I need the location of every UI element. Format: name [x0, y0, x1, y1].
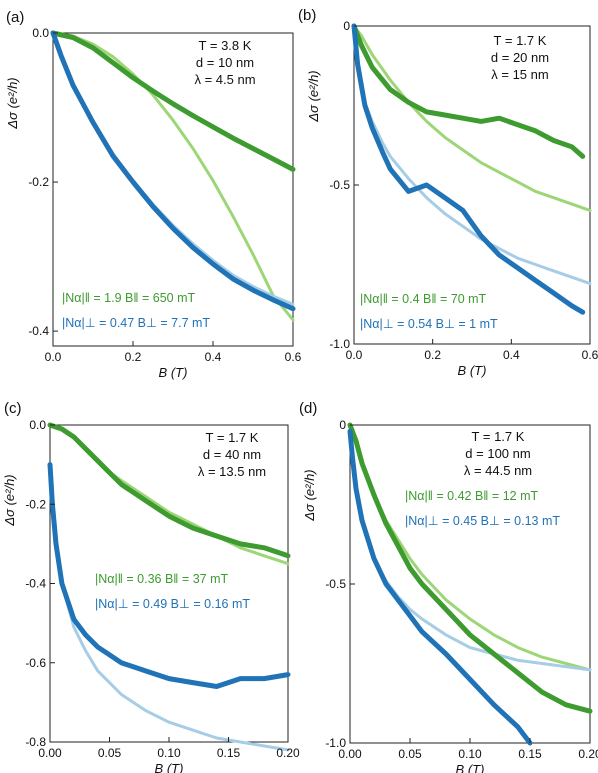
data-series-2 — [351, 23, 586, 315]
panel-label: (c) — [4, 400, 22, 417]
data-series-2 — [347, 428, 533, 746]
y-tick-label: -0.5 — [329, 178, 350, 192]
x-tick-label: 0.6 — [582, 348, 598, 362]
data-series-0 — [347, 422, 593, 714]
plot-frame — [52, 32, 294, 347]
legend-entry: |Nα|⊥ = 0.45 B⊥ = 0.13 mT — [405, 514, 560, 528]
annotation-text: λ = 44.5 nm — [464, 463, 532, 478]
x-axis-label: B (T) — [155, 761, 184, 773]
y-axis-label: Δσ (e²/h) — [5, 77, 20, 129]
x-tick-label: 0.0 — [346, 348, 363, 362]
panel-a: 0.0 0.2 0.4 0.6 0.0 -0.2 -0.4 B (T) Δσ (e²/h) (a)… — [5, 9, 302, 380]
legend-entry: |Nα|‖ = 0.42 B‖ = 12 mT — [405, 489, 538, 503]
legend-entry: |Nα|⊥ = 0.54 B⊥ = 1 mT — [360, 317, 498, 331]
fit-curve-1 — [352, 24, 592, 212]
annotation-text: λ = 15 nm — [491, 67, 548, 82]
y-tick-label: -0.8 — [25, 735, 46, 749]
y-tick-label: -0.2 — [25, 497, 46, 511]
y-tick-label: -1.0 — [329, 337, 350, 351]
y-axis-label: Δσ (e²/h) — [2, 474, 17, 526]
data-series-2 — [50, 30, 296, 312]
y-tick-label: -0.2 — [28, 175, 49, 189]
annotation-text: d = 10 nm — [196, 55, 254, 70]
panel-b: 0.0 0.2 0.4 0.6 0 -0.5 -1.0 B (T) Δσ (e²/h) (b) T … — [298, 7, 598, 378]
x-tick-label: 0.0 — [45, 350, 62, 364]
panel-c: 0.00 0.05 0.10 0.15 0.20 0.0 -0.2 -0.4 -0.6 -0.8 B… — [2, 400, 300, 773]
legend-entry: |Nα|‖ = 1.9 B‖ = 650 mT — [62, 291, 195, 305]
x-tick-label: 0.20 — [578, 747, 598, 761]
annotation-text: T = 3.8 K — [199, 38, 252, 53]
fit-curve-1 — [51, 31, 295, 322]
y-axis-label: Δσ (e²/h) — [306, 70, 321, 122]
data-series-0 — [47, 422, 291, 559]
x-tick-label: 0.05 — [398, 747, 422, 761]
annotation-text: d = 20 nm — [491, 50, 549, 65]
x-tick-label: 0.20 — [276, 746, 300, 760]
panel-label: (a) — [6, 9, 24, 26]
annotation-text: d = 100 nm — [465, 446, 530, 461]
panel-d: 0.00 0.05 0.10 0.15 0.20 0 -0.5 -1.0 B (T) Δσ (e²… — [299, 400, 598, 773]
x-tick-label: 0.2 — [424, 348, 441, 362]
x-tick-label: 0.6 — [285, 350, 302, 364]
y-tick-label: -0.4 — [25, 577, 46, 591]
panel-label: (b) — [298, 7, 316, 24]
x-tick-label: 0.05 — [98, 746, 122, 760]
data-series-2 — [47, 462, 291, 689]
y-tick-label: -0.6 — [25, 656, 46, 670]
data-series-0 — [50, 30, 296, 172]
x-axis-label: B (T) — [159, 365, 188, 380]
legend-entry: |Nα|⊥ = 0.47 B⊥ = 7.7 mT — [62, 316, 210, 330]
annotation-text: T = 1.7 K — [494, 33, 547, 48]
y-axis-label: Δσ (e²/h) — [302, 469, 317, 521]
annotation-text: T = 1.7 K — [206, 430, 259, 445]
x-tick-label: 0.2 — [125, 350, 142, 364]
legend-entry: |Nα|⊥ = 0.49 B⊥ = 0.16 mT — [95, 597, 250, 611]
data-series-0 — [351, 23, 586, 159]
x-tick-label: 0.15 — [217, 746, 241, 760]
annotation-text: λ = 4.5 nm — [194, 72, 255, 87]
x-axis-label: B (T) — [458, 363, 487, 378]
x-axis-label: B (T) — [456, 762, 485, 773]
y-tick-label: 0 — [339, 418, 346, 432]
annotation-text: d = 40 nm — [203, 447, 261, 462]
x-tick-label: 0.10 — [157, 746, 181, 760]
y-tick-label: 0.0 — [29, 418, 46, 432]
annotation-text: λ = 13.5 nm — [198, 464, 266, 479]
panel-label: (d) — [299, 400, 317, 417]
y-tick-label: 0.0 — [32, 26, 49, 40]
y-tick-label: 0 — [343, 19, 350, 33]
legend-entry: |Nα|‖ = 0.36 B‖ = 37 mT — [95, 572, 228, 586]
x-tick-label: 0.10 — [458, 747, 482, 761]
x-tick-label: 0.15 — [518, 747, 542, 761]
annotation-text: T = 1.7 K — [472, 429, 525, 444]
y-tick-label: -0.4 — [28, 324, 49, 338]
x-tick-label: 0.00 — [338, 747, 362, 761]
x-tick-label: 0.00 — [38, 746, 62, 760]
x-tick-label: 0.4 — [503, 348, 520, 362]
y-tick-label: -0.5 — [325, 577, 346, 591]
x-tick-label: 0.4 — [205, 350, 222, 364]
legend-entry: |Nα|‖ = 0.4 B‖ = 70 mT — [360, 292, 487, 306]
y-tick-label: -1.0 — [325, 736, 346, 750]
